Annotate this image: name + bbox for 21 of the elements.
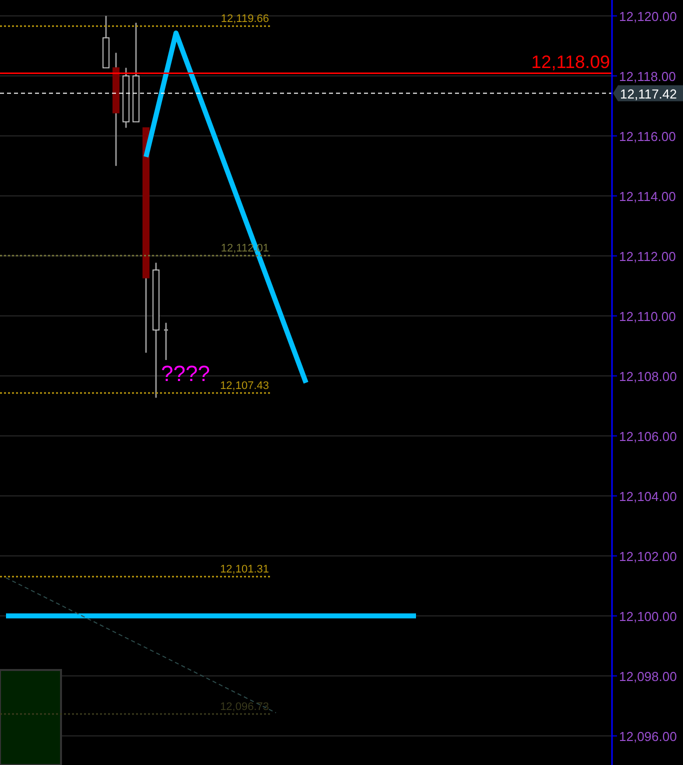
y-tick-label: 12,100.00: [619, 608, 677, 624]
ref-line-label: 12,119.66: [220, 13, 269, 26]
y-tick-label: 12,106.00: [619, 428, 677, 444]
ref-line-label: 12,118.09: [531, 52, 610, 72]
annotation: ????: [161, 361, 210, 386]
y-tick-label: 12,120.00: [619, 8, 677, 24]
y-tick-label: 12,108.00: [619, 368, 677, 384]
y-tick-label: 12,118.00: [619, 68, 676, 84]
ref-line-label: 12,107.43: [220, 380, 269, 392]
candlestick: [163, 322, 169, 361]
y-tick-label: 12,096.00: [619, 728, 677, 744]
ref-line-label: 12,101.31: [220, 564, 269, 576]
y-tick-label: 12,116.00: [619, 128, 676, 144]
ref-line-label: 12,117.42: [620, 86, 677, 102]
y-tick-label: 12,110.00: [619, 308, 676, 324]
y-tick-label: 12,102.00: [619, 548, 677, 564]
y-tick-label: 12,114.00: [619, 188, 676, 204]
ref-line-label: 12,096.73: [220, 701, 269, 713]
y-tick-label: 12,098.00: [619, 668, 677, 684]
y-tick-label: 12,104.00: [619, 488, 677, 504]
y-tick-label: 12,112.00: [619, 248, 676, 264]
